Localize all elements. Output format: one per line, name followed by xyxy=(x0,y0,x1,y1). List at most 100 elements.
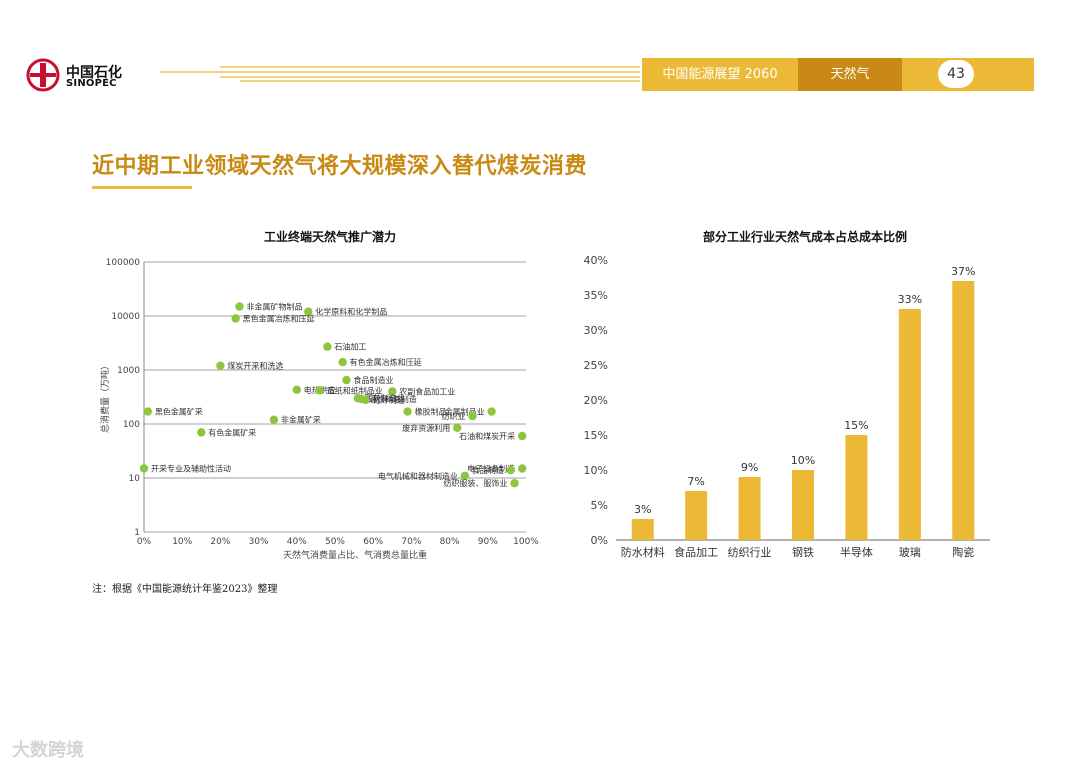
point-label: 食品制造业 xyxy=(353,375,393,385)
y-tick-label: 5% xyxy=(591,499,608,512)
point-label: 废弃资源利用 xyxy=(402,423,450,433)
y-tick-label: 20% xyxy=(584,394,608,407)
x-tick-label: 10% xyxy=(172,537,192,547)
bar-chart: 0% 5% 10% 15% 20% 25% 30% 35% 40% 3% 防水材料 7% 食品加工 9% 纺… xyxy=(584,254,990,559)
category-label: 纺织行业 xyxy=(728,545,772,559)
bar-value-label: 3% xyxy=(634,503,651,516)
point-label: 非金属矿物制品 xyxy=(247,301,303,311)
scatter-chart-title: 工业终端天然气推广潜力 xyxy=(263,230,396,244)
point-label: 开采专业及辅助性活动 xyxy=(151,463,231,473)
y-tick-label: 10 xyxy=(129,474,141,484)
category-label: 陶瓷 xyxy=(952,545,974,559)
bar-value-label: 9% xyxy=(741,461,758,474)
point-label: 煤炭开采和洗选 xyxy=(227,361,283,371)
scatter-chart: 1 10 100 1000 10000 100000 0% 10% 20% 30% 40% 50% 60… xyxy=(99,258,539,561)
point-label: 造纸和纸制品业 xyxy=(327,385,383,395)
y-tick-label: 10000 xyxy=(111,312,140,322)
bar xyxy=(952,281,975,540)
bar xyxy=(898,309,921,540)
scatter-point xyxy=(231,314,240,323)
y-tick-label: 25% xyxy=(584,359,608,372)
scatter-point xyxy=(403,407,412,416)
x-tick-label: 50% xyxy=(325,537,345,547)
y-axis-label: 总消费量（万吨） xyxy=(99,361,111,433)
point-label: 食品制造 xyxy=(472,465,504,475)
point-label: 黑色金属冶炼和压延 xyxy=(243,313,315,323)
bar-value-label: 15% xyxy=(844,419,868,432)
title-underline xyxy=(92,186,192,189)
header-decorative-lines xyxy=(160,66,640,82)
point-label: 化纤制造 xyxy=(373,395,405,405)
scatter-point xyxy=(292,385,301,394)
footnote: 注：根据《中国能源统计年鉴2023》整理 xyxy=(92,584,278,595)
scatter-point xyxy=(269,415,279,424)
x-tick-label: 60% xyxy=(363,537,383,547)
y-tick-label: 100 xyxy=(123,420,140,430)
scatter-point xyxy=(517,431,527,441)
category-label: 食品加工 xyxy=(674,545,718,559)
scatter-point xyxy=(361,395,370,405)
y-tick-label: 15% xyxy=(584,429,608,442)
bar-value-label: 7% xyxy=(687,475,704,488)
point-label: 橡胶制品 xyxy=(415,407,447,417)
point-label: 金属制品业 xyxy=(445,407,485,417)
scatter-point xyxy=(139,464,149,473)
point-label: 农副食品加工业 xyxy=(399,386,455,396)
scatter-point xyxy=(453,423,462,433)
point-label: 有色金属矿采 xyxy=(208,427,256,437)
scatter-point xyxy=(197,428,206,437)
x-tick-label: 70% xyxy=(401,537,421,547)
category-label: 防水材料 xyxy=(621,545,665,559)
watermark: 大数跨境 xyxy=(12,740,84,761)
scatter-point xyxy=(487,407,496,416)
logo-english-name: SINOPEC xyxy=(66,78,117,89)
x-tick-label: 90% xyxy=(478,537,498,547)
point-label: 石油和煤炭开采 xyxy=(459,431,515,441)
bar-chart-title: 部分工业行业天然气成本占总成本比例 xyxy=(702,230,907,244)
scatter-point xyxy=(510,479,519,488)
sinopec-logo-icon xyxy=(26,58,60,92)
page-number-badge xyxy=(938,60,974,88)
x-tick-label: 100% xyxy=(513,537,539,547)
scatter-point xyxy=(517,464,527,473)
point-label: 黑色金属矿采 xyxy=(155,407,203,417)
scatter-point xyxy=(235,302,244,311)
y-tick-label: 1000 xyxy=(117,366,140,376)
bar-value-label: 10% xyxy=(791,454,815,467)
category-label: 钢铁 xyxy=(792,546,814,559)
x-tick-label: 0% xyxy=(137,537,152,547)
bar-value-label: 33% xyxy=(898,293,922,306)
header-section-tab: 天然气 xyxy=(798,58,902,91)
page-title: 近中期工业领域天然气将大规模深入替代煤炭消费 xyxy=(92,154,588,179)
page-number: 43 xyxy=(947,66,965,82)
category-label: 半导体 xyxy=(840,545,873,559)
bar xyxy=(685,491,708,540)
point-label: 医药制造业 xyxy=(365,393,405,403)
y-tick-label: 35% xyxy=(584,289,608,302)
y-tick-label: 0% xyxy=(591,534,608,547)
scatter-point xyxy=(342,375,351,385)
bar xyxy=(792,470,814,540)
header-report-name: 中国能源展望 2060 xyxy=(662,67,778,82)
point-label: 纺织服装、服饰业 xyxy=(444,478,508,488)
scatter-point xyxy=(216,361,225,370)
y-tick-label: 1 xyxy=(134,528,140,538)
scatter-point xyxy=(315,386,324,395)
x-axis-label: 天然气消费量占比、气消费总量比重 xyxy=(283,549,427,561)
y-tick-label: 30% xyxy=(584,324,608,337)
scatter-point xyxy=(388,387,397,396)
category-label: 玻璃 xyxy=(899,545,921,559)
x-tick-label: 80% xyxy=(440,537,460,547)
bar-value-label: 37% xyxy=(951,265,975,278)
point-label: 电子设备制造 xyxy=(467,463,515,473)
y-tick-label: 100000 xyxy=(106,258,141,268)
y-tick-label: 40% xyxy=(584,254,608,267)
scatter-point xyxy=(304,307,313,316)
point-label: 纺织业 xyxy=(442,411,466,421)
x-tick-label: 40% xyxy=(287,537,307,547)
scatter-point xyxy=(460,471,470,480)
logo-chinese-name: 中国石化 xyxy=(66,65,122,81)
bar xyxy=(845,435,868,540)
scatter-point xyxy=(506,465,515,475)
x-tick-label: 30% xyxy=(249,537,269,547)
